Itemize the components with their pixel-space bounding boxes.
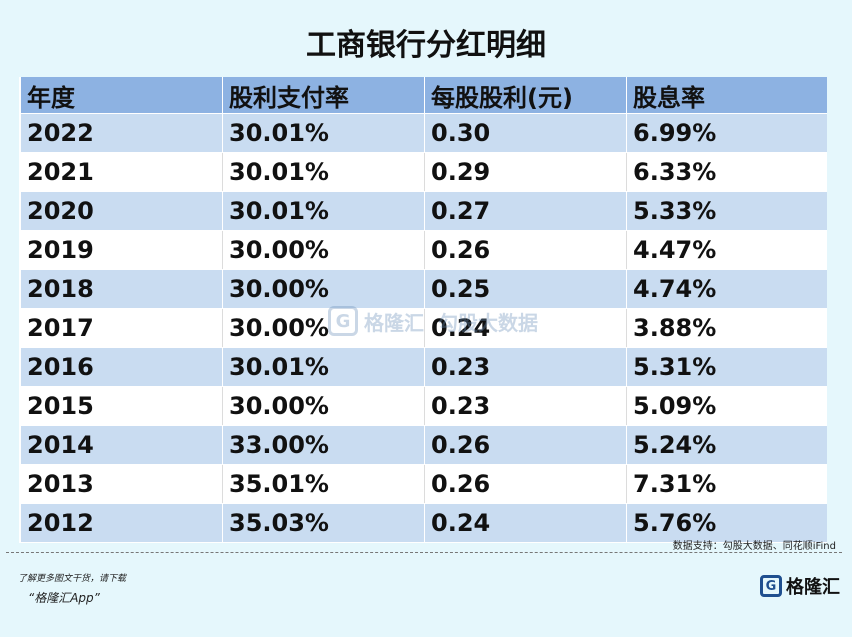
table-cell: 30.00% — [223, 270, 425, 308]
table-cell: 30.01% — [223, 153, 425, 191]
table-cell: 30.01% — [223, 348, 425, 386]
table-cell: 0.24 — [425, 309, 627, 347]
table-cell: 2012 — [21, 504, 223, 542]
table-row: 2019 30.00% 0.26 4.47% — [21, 231, 827, 270]
column-header: 股利支付率 — [223, 77, 425, 113]
table-cell: 2013 — [21, 465, 223, 503]
footer-logo: G 格隆汇 — [760, 573, 840, 599]
table-cell: 5.31% — [633, 353, 717, 381]
table-cell: 0.25 — [425, 270, 627, 308]
table-row: 2022 30.01% 0.30 6.99% — [21, 114, 827, 153]
table-cell: 7.31% — [633, 470, 717, 498]
table-cell: 2020 — [21, 192, 223, 230]
table-row: 2016 30.01% 0.23 5.31% — [21, 348, 827, 387]
footer-logo-text: 格隆汇 — [786, 577, 840, 598]
table-row: 2014 33.00% 0.26 5.24% — [21, 426, 827, 465]
table-header-row: 年度 股利支付率 每股股利(元) 股息率 — [21, 77, 827, 114]
table-cell: 30.00% — [223, 387, 425, 425]
footer-logo-icon: G — [760, 575, 782, 597]
table-cell: 0.29 — [425, 153, 627, 191]
table-cell: 2016 — [21, 348, 223, 386]
data-source-note: 数据支持：勾股大数据、同花顺iFind — [672, 541, 836, 552]
table-cell: 4.74% — [633, 275, 717, 303]
promo-line-1: 了解更多图文干货，请下载 — [18, 574, 127, 584]
table-cell: 2018 — [21, 270, 223, 308]
page-title: 工商银行分红明细 — [306, 28, 546, 63]
table-row: 2012 35.03% 0.24 5.76% — [21, 504, 827, 543]
table-row: 2020 30.01% 0.27 5.33% — [21, 192, 827, 231]
table-cell: 30.01% — [223, 114, 425, 152]
table-cell: 0.26 — [425, 426, 627, 464]
table-row: 2017 30.00% 0.24 3.88% — [21, 309, 827, 348]
table-cell: 0.30 — [425, 114, 627, 152]
table-cell: 5.24% — [633, 431, 717, 459]
table-cell: 2015 — [21, 387, 223, 425]
table-cell: 0.23 — [425, 387, 627, 425]
table-cell: 5.76% — [633, 509, 717, 537]
table-cell: 0.24 — [425, 504, 627, 542]
column-header: 每股股利(元) — [425, 77, 627, 113]
table-cell: 2021 — [21, 153, 223, 191]
table-cell: 6.99% — [633, 119, 717, 147]
table-cell: 0.26 — [425, 231, 627, 269]
table-cell: 4.47% — [633, 236, 717, 264]
table-cell: 2022 — [21, 114, 223, 152]
table-cell: 33.00% — [223, 426, 425, 464]
table-cell: 30.00% — [223, 309, 425, 347]
dashed-divider — [6, 552, 842, 553]
table-cell: 30.01% — [223, 192, 425, 230]
table-cell: 35.01% — [223, 465, 425, 503]
table-cell: 6.33% — [633, 158, 717, 186]
table-cell: 30.00% — [223, 231, 425, 269]
table-cell: 2019 — [21, 231, 223, 269]
table-cell: 0.26 — [425, 465, 627, 503]
table-cell: 5.09% — [633, 392, 717, 420]
table-cell: 3.88% — [633, 314, 717, 342]
table-row: 2013 35.01% 0.26 7.31% — [21, 465, 827, 504]
table-row: 2021 30.01% 0.29 6.33% — [21, 153, 827, 192]
table-row: 2018 30.00% 0.25 4.74% — [21, 270, 827, 309]
column-header: 年度 — [21, 77, 223, 113]
table-cell: 35.03% — [223, 504, 425, 542]
table-row: 2015 30.00% 0.23 5.09% — [21, 387, 827, 426]
dividend-table: 年度 股利支付率 每股股利(元) 股息率 2022 30.01% 0.30 6.99% 2021… — [19, 77, 827, 543]
table-cell: 2017 — [21, 309, 223, 347]
table-cell: 2014 — [21, 426, 223, 464]
table-cell: 5.33% — [633, 197, 717, 225]
promo-line-2: “格隆汇App” — [28, 591, 100, 605]
table-cell: 0.27 — [425, 192, 627, 230]
column-header: 股息率 — [633, 83, 705, 112]
table-cell: 0.23 — [425, 348, 627, 386]
